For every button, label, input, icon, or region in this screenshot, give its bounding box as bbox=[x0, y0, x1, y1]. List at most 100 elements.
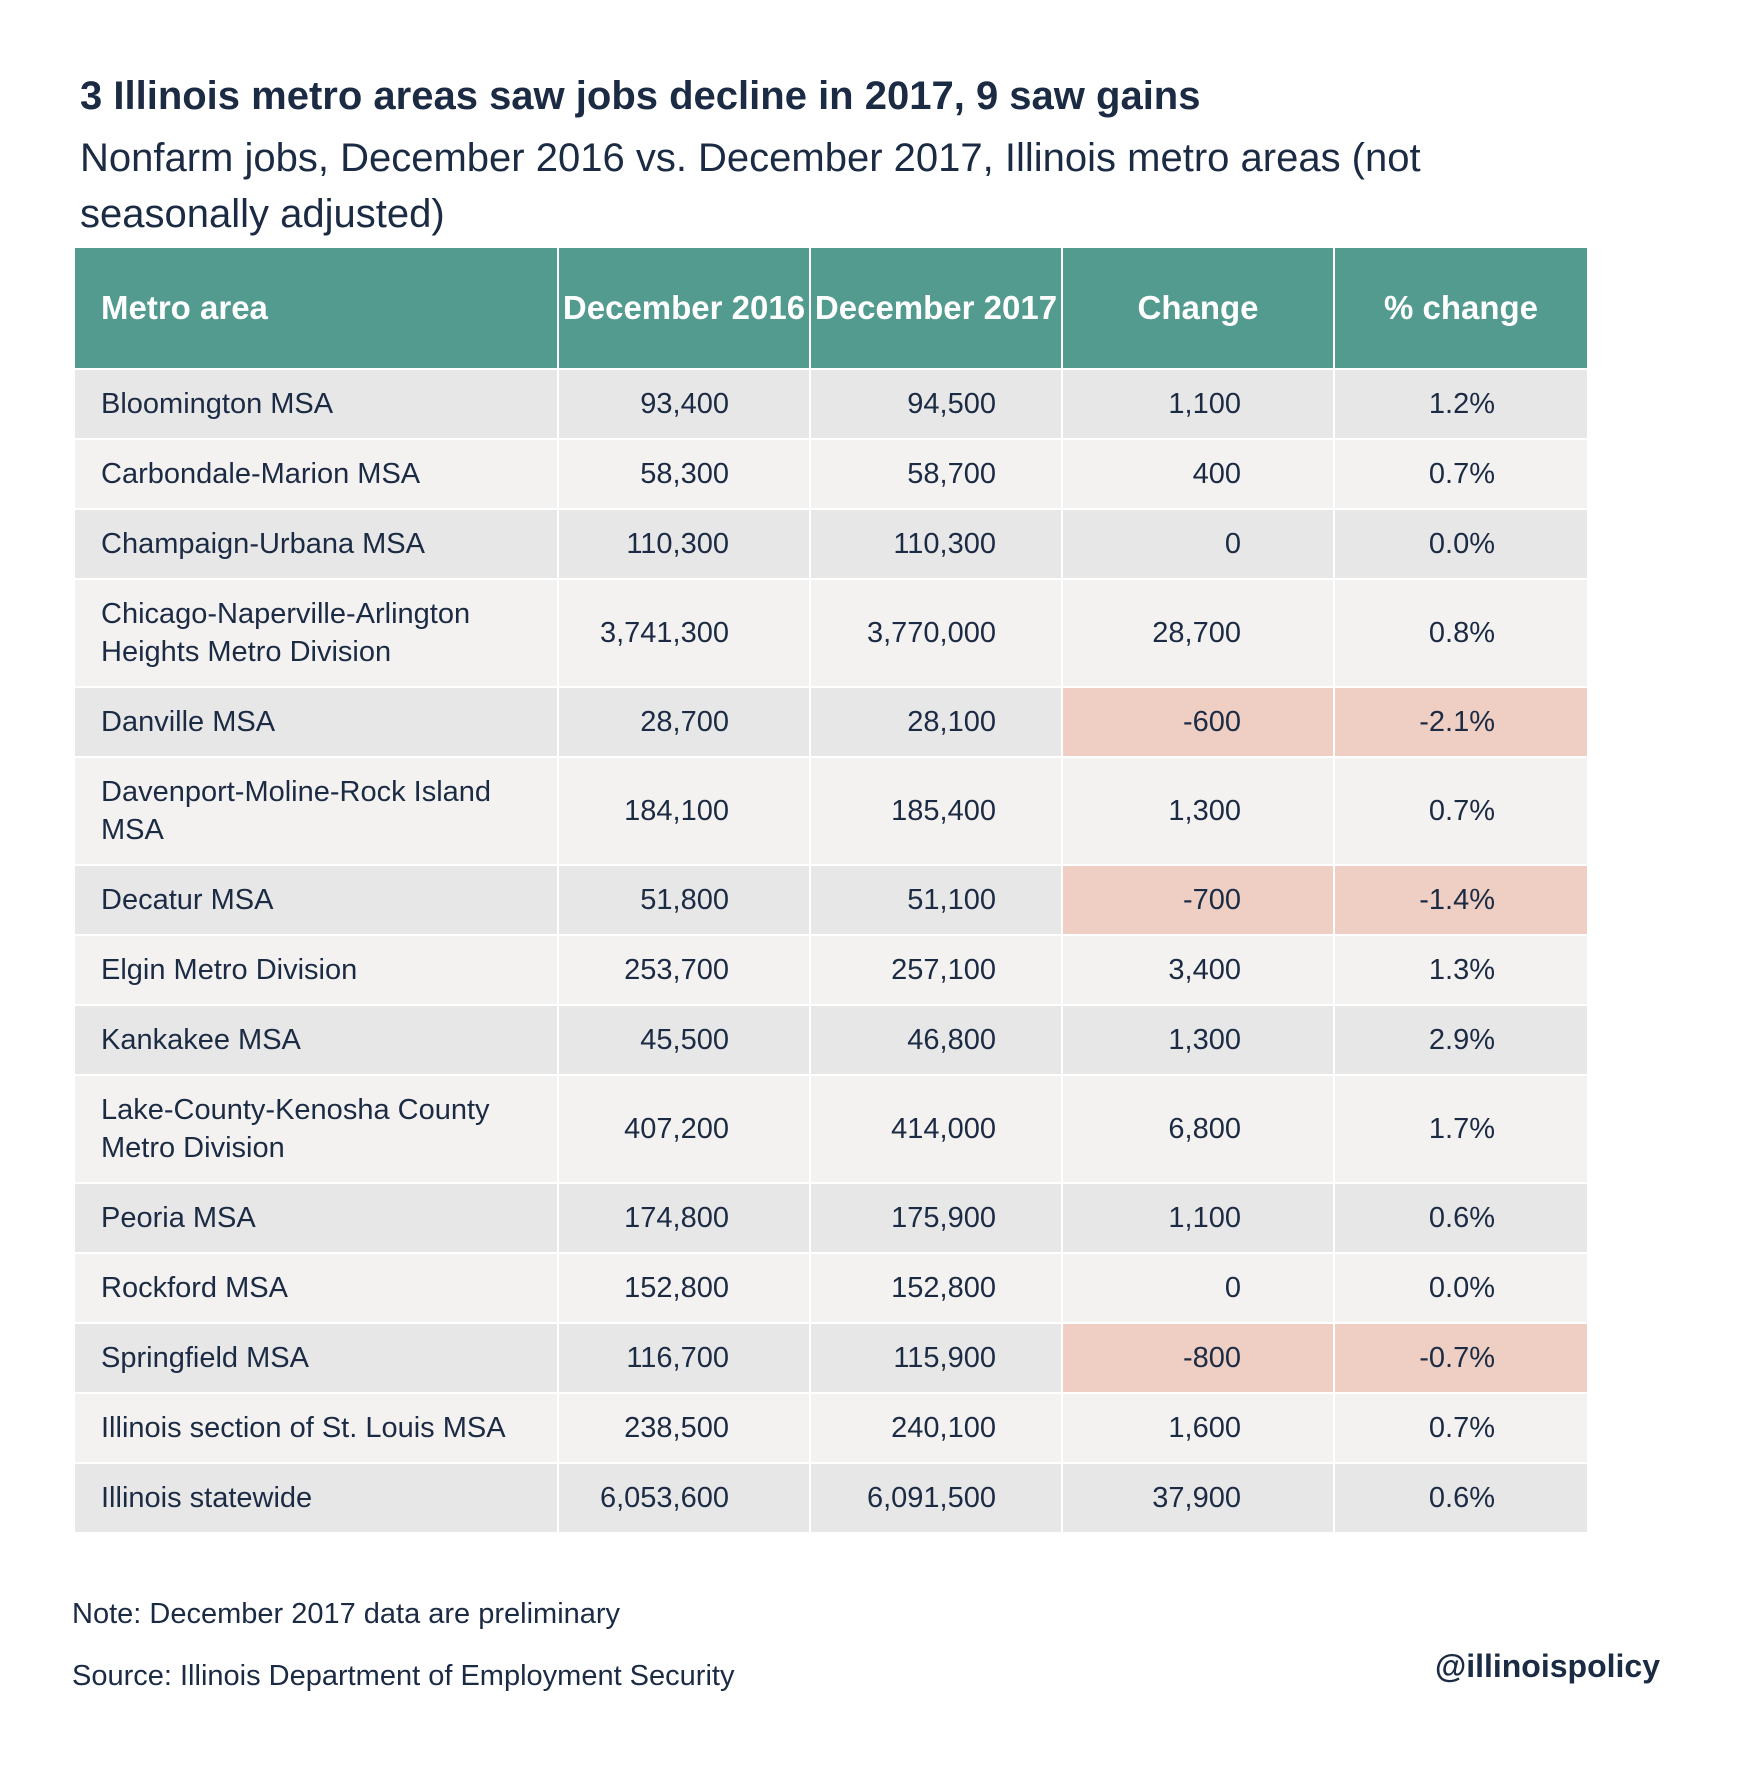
table-row: Decatur MSA 51,800 51,100 -700 -1.4% bbox=[75, 864, 1587, 935]
column-header-metro-area: Metro area bbox=[75, 248, 559, 369]
cell-change: 400 bbox=[1062, 438, 1335, 509]
cell-december-2016: 174,800 bbox=[558, 1182, 811, 1253]
chart-subtitle: Nonfarm jobs, December 2016 vs. December… bbox=[80, 136, 1421, 236]
cell-december-2016: 51,800 bbox=[558, 864, 811, 935]
table-row: Illinois section of St. Louis MSA 238,500… bbox=[75, 1392, 1587, 1463]
jobs-table: Metro area December 2016 December 2017 C… bbox=[75, 248, 1587, 1532]
cell-percent-change: 1.7% bbox=[1334, 1074, 1587, 1183]
cell-december-2016: 116,700 bbox=[558, 1322, 811, 1393]
column-header-change: Change bbox=[1062, 248, 1335, 369]
cell-december-2016: 93,400 bbox=[558, 368, 811, 439]
table-header-row: Metro area December 2016 December 2017 C… bbox=[75, 248, 1587, 369]
table-row: Bloomington MSA 93,400 94,500 1,100 1.2% bbox=[75, 368, 1587, 439]
cell-december-2017: 51,100 bbox=[810, 864, 1063, 935]
table-row: Elgin Metro Division 253,700 257,100 3,400 1… bbox=[75, 934, 1587, 1005]
cell-change: 3,400 bbox=[1062, 934, 1335, 1005]
cell-metro-area: Davenport-Moline-Rock Island MSA bbox=[75, 756, 559, 865]
chart-title: 3 Illinois metro areas saw jobs decline … bbox=[80, 74, 1201, 118]
source-credit: Source: Illinois Department of Employmen… bbox=[72, 1660, 735, 1692]
cell-december-2017: 46,800 bbox=[810, 1004, 1063, 1075]
cell-december-2016: 184,100 bbox=[558, 756, 811, 865]
cell-percent-change: -0.7% bbox=[1334, 1322, 1587, 1393]
cell-december-2017: 257,100 bbox=[810, 934, 1063, 1005]
cell-percent-change: -1.4% bbox=[1334, 864, 1587, 935]
cell-december-2017: 414,000 bbox=[810, 1074, 1063, 1183]
cell-change: 6,800 bbox=[1062, 1074, 1335, 1183]
cell-december-2017: 3,770,000 bbox=[810, 578, 1063, 687]
table-row: Illinois statewide 6,053,600 6,091,500 37,9… bbox=[75, 1462, 1587, 1532]
jobs-table-container: Metro area December 2016 December 2017 C… bbox=[75, 248, 1587, 1532]
cell-december-2016: 152,800 bbox=[558, 1252, 811, 1323]
cell-change: 28,700 bbox=[1062, 578, 1335, 687]
cell-december-2017: 110,300 bbox=[810, 508, 1063, 579]
cell-change: 1,300 bbox=[1062, 756, 1335, 865]
table-row: Springfield MSA 116,700 115,900 -800 -0.7% bbox=[75, 1322, 1587, 1393]
cell-december-2016: 110,300 bbox=[558, 508, 811, 579]
table-row: Davenport-Moline-Rock Island MSA 184,100 1… bbox=[75, 756, 1587, 865]
table-row: Chicago-Naperville-Arlington Heights Met… bbox=[75, 578, 1587, 687]
cell-december-2016: 3,741,300 bbox=[558, 578, 811, 687]
cell-metro-area: Kankakee MSA bbox=[75, 1004, 559, 1075]
social-handle: @illinoispolicy bbox=[1434, 1648, 1660, 1684]
cell-december-2017: 175,900 bbox=[810, 1182, 1063, 1253]
cell-december-2017: 28,100 bbox=[810, 686, 1063, 757]
cell-december-2016: 45,500 bbox=[558, 1004, 811, 1075]
cell-percent-change: 0.6% bbox=[1334, 1182, 1587, 1253]
column-header-december-2017: December 2017 bbox=[810, 248, 1063, 369]
cell-percent-change: 0.7% bbox=[1334, 1392, 1587, 1463]
cell-december-2016: 238,500 bbox=[558, 1392, 811, 1463]
cell-percent-change: 0.0% bbox=[1334, 508, 1587, 579]
table-row: Carbondale-Marion MSA 58,300 58,700 400 0.7% bbox=[75, 438, 1587, 509]
cell-metro-area: Bloomington MSA bbox=[75, 368, 559, 439]
column-header-percent-change: % change bbox=[1334, 248, 1587, 369]
table-row: Lake-County-Kenosha County Metro Divisio… bbox=[75, 1074, 1587, 1183]
cell-december-2017: 152,800 bbox=[810, 1252, 1063, 1323]
table-row: Champaign-Urbana MSA 110,300 110,300 0 0.0% bbox=[75, 508, 1587, 579]
cell-change: 0 bbox=[1062, 508, 1335, 579]
cell-percent-change: 0.0% bbox=[1334, 1252, 1587, 1323]
cell-metro-area: Danville MSA bbox=[75, 686, 559, 757]
cell-december-2017: 6,091,500 bbox=[810, 1462, 1063, 1532]
cell-change: 1,600 bbox=[1062, 1392, 1335, 1463]
table-row: Peoria MSA 174,800 175,900 1,100 0.6% bbox=[75, 1182, 1587, 1253]
cell-change: -600 bbox=[1062, 686, 1335, 757]
cell-metro-area: Rockford MSA bbox=[75, 1252, 559, 1323]
cell-change: -700 bbox=[1062, 864, 1335, 935]
table-row: Danville MSA 28,700 28,100 -600 -2.1% bbox=[75, 686, 1587, 757]
cell-december-2016: 28,700 bbox=[558, 686, 811, 757]
cell-percent-change: 2.9% bbox=[1334, 1004, 1587, 1075]
cell-change: 1,100 bbox=[1062, 1182, 1335, 1253]
cell-december-2017: 94,500 bbox=[810, 368, 1063, 439]
cell-change: -800 bbox=[1062, 1322, 1335, 1393]
cell-percent-change: 0.6% bbox=[1334, 1462, 1587, 1532]
cell-change: 1,300 bbox=[1062, 1004, 1335, 1075]
cell-percent-change: 0.8% bbox=[1334, 578, 1587, 687]
cell-december-2017: 58,700 bbox=[810, 438, 1063, 509]
cell-december-2016: 6,053,600 bbox=[558, 1462, 811, 1532]
cell-change: 0 bbox=[1062, 1252, 1335, 1323]
cell-change: 37,900 bbox=[1062, 1462, 1335, 1532]
cell-metro-area: Peoria MSA bbox=[75, 1182, 559, 1253]
cell-metro-area: Illinois statewide bbox=[75, 1462, 559, 1532]
cell-december-2017: 115,900 bbox=[810, 1322, 1063, 1393]
cell-percent-change: 1.3% bbox=[1334, 934, 1587, 1005]
cell-metro-area: Springfield MSA bbox=[75, 1322, 559, 1393]
cell-december-2017: 185,400 bbox=[810, 756, 1063, 865]
cell-december-2017: 240,100 bbox=[810, 1392, 1063, 1463]
cell-metro-area: Elgin Metro Division bbox=[75, 934, 559, 1005]
cell-metro-area: Lake-County-Kenosha County Metro Divisio… bbox=[75, 1074, 559, 1183]
cell-percent-change: 1.2% bbox=[1334, 368, 1587, 439]
cell-percent-change: 0.7% bbox=[1334, 756, 1587, 865]
cell-metro-area: Illinois section of St. Louis MSA bbox=[75, 1392, 559, 1463]
table-body: Bloomington MSA 93,400 94,500 1,100 1.2% Carb… bbox=[75, 368, 1587, 1532]
table-row: Rockford MSA 152,800 152,800 0 0.0% bbox=[75, 1252, 1587, 1323]
cell-december-2016: 253,700 bbox=[558, 934, 811, 1005]
cell-metro-area: Decatur MSA bbox=[75, 864, 559, 935]
column-header-december-2016: December 2016 bbox=[558, 248, 811, 369]
cell-metro-area: Champaign-Urbana MSA bbox=[75, 508, 559, 579]
cell-percent-change: 0.7% bbox=[1334, 438, 1587, 509]
cell-december-2016: 58,300 bbox=[558, 438, 811, 509]
cell-metro-area: Chicago-Naperville-Arlington Heights Met… bbox=[75, 578, 559, 687]
table-row: Kankakee MSA 45,500 46,800 1,300 2.9% bbox=[75, 1004, 1587, 1075]
footnote: Note: December 2017 data are preliminary bbox=[72, 1598, 621, 1630]
